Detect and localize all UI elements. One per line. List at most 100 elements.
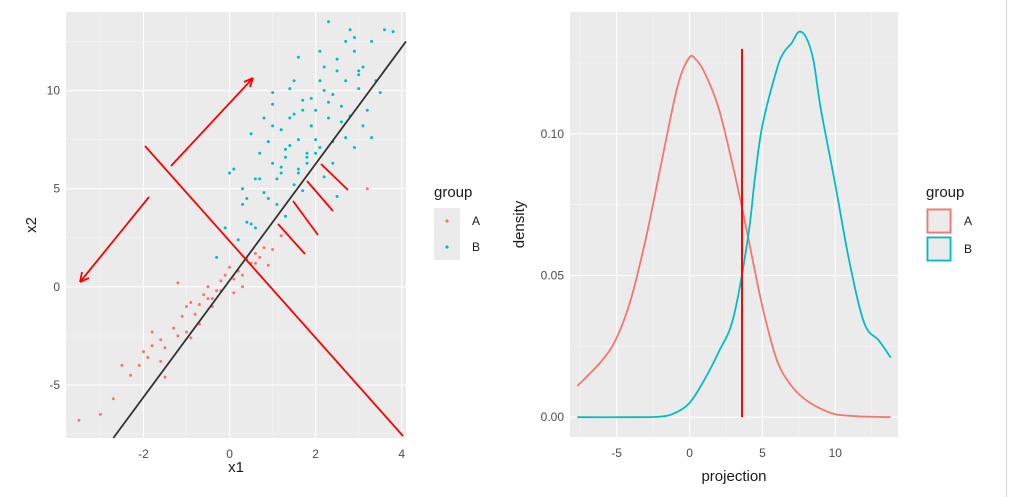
point-A [197,303,201,306]
separating-line [144,145,404,437]
point-B [357,87,361,91]
point-A [159,338,163,342]
legend-title: group [926,184,964,201]
x-tick-label: 0 [686,446,693,460]
point-B [335,195,339,198]
point-A [228,265,231,269]
point-B [275,177,279,181]
regression-line [112,40,407,439]
point-A [163,375,167,379]
point-B [241,187,244,191]
point-B [271,91,275,94]
point-B [279,165,283,169]
point-B [271,124,275,128]
scatter-points [77,20,395,422]
legend-key-B [926,236,952,262]
point-B [279,128,283,132]
point-A [180,314,184,318]
point-A [193,312,197,316]
point-A [163,346,167,350]
point-B [232,167,236,171]
point-B [318,79,322,83]
point-B [296,138,300,142]
point-B [318,146,322,149]
point-B [331,161,335,165]
point-B [288,144,292,147]
point-B [253,177,257,181]
density-curve-B [577,30,892,419]
point-A [77,418,81,422]
point-A [258,255,262,259]
point-B [262,191,266,195]
point-B [339,120,343,124]
point-B [249,132,253,136]
point-A [241,285,244,289]
point-B [266,140,270,144]
density-panel [570,12,898,437]
legend-key-A [926,208,952,234]
point-A [241,273,244,277]
x-tick-label: 0 [226,447,233,461]
point-A [365,187,369,191]
point-A [206,297,210,301]
point-A [146,356,150,359]
point-B [245,220,249,224]
scatter-gridlines [66,12,406,438]
point-B [305,161,309,165]
point-B [288,116,292,120]
point-B [322,89,326,92]
projection-tick [292,200,319,236]
point-A [98,412,102,416]
point-A [219,279,223,283]
point-B [344,79,348,83]
density-legend: group AB [926,184,972,262]
point-B [215,255,219,259]
point-B [301,98,305,102]
y-axis-title: density [511,200,528,248]
point-A [232,291,236,295]
point-B [236,238,240,242]
legend-label-A: A [964,214,972,228]
point-B [284,147,287,151]
projection-tick [320,163,349,191]
vertical-scrollbar[interactable] [1006,0,1024,497]
point-A [210,297,214,301]
point-A [271,248,275,251]
point-A [262,246,266,250]
scatter-plot: -2 0 2 4 -5 0 5 10 x1 x2 group AB [23,12,480,476]
point-B [335,69,339,73]
y-axis-title: x2 [23,217,40,233]
point-A [142,350,145,354]
point-A [176,334,180,338]
x-tick-label: -2 [138,447,149,461]
point-B [296,167,300,171]
point-B [301,108,305,112]
point-B [271,102,275,106]
legend-label-A: A [472,214,480,228]
point-A [129,373,133,377]
point-B [361,65,365,69]
point-A [232,277,236,281]
point-A [223,273,227,277]
point-A [215,289,219,293]
point-B [383,28,386,32]
point-B [288,87,292,91]
point-A [176,281,180,285]
point-B [284,214,287,218]
point-B [327,20,330,24]
point-A [150,344,154,348]
point-B [327,116,330,120]
density-curves [576,30,892,419]
point-B [327,100,330,104]
point-B [301,189,305,193]
density-gridlines [570,12,898,437]
projection-tick [277,223,306,255]
point-B [357,73,361,77]
point-B [344,136,348,140]
density-curve-A [576,54,891,419]
x-axis-title: x1 [228,459,244,476]
y-tick-label: 10 [47,84,61,98]
point-B [391,30,395,34]
y-tick-label: -5 [49,378,60,392]
y-tick-label: 5 [53,182,60,196]
